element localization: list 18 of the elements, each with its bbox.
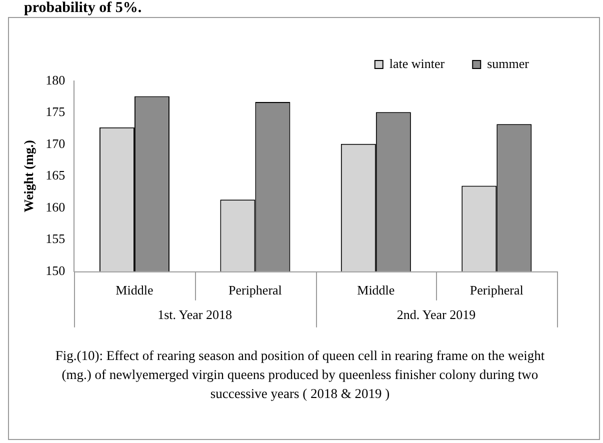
text: 2nd. Year 2019 (396, 306, 476, 322)
text: 1st. Year 2018 (158, 306, 232, 322)
y-tick-label: 150 (46, 262, 66, 278)
legend-label: late winter (389, 56, 446, 71)
y-tick-label: 175 (46, 104, 66, 120)
y-tick-label: 165 (46, 168, 66, 183)
x-tick-label: Peripheral (228, 282, 282, 298)
legend-label: summer (487, 56, 530, 71)
text: Fig.(10): Effect of rearing season and position of queen cell in rearing frame on the weight (mg.) of newlyemerged virgin queens produced by queenless finisher colony during two successive years ( 2018 & 2019 ) (54, 347, 546, 403)
text: probability of 5%. (24, 0, 142, 16)
y-tick-label: 180 (46, 72, 66, 88)
y-tick-label: 170 (46, 136, 66, 151)
x-tick-label: Middle (116, 282, 154, 298)
x-tick-label: Peripheral (470, 282, 524, 298)
y-tick-label: 160 (46, 199, 66, 214)
y-tick-label: 155 (46, 231, 66, 246)
x-tick-label: Middle (357, 282, 395, 298)
y-axis-title: Weight (mg.) (21, 140, 36, 212)
